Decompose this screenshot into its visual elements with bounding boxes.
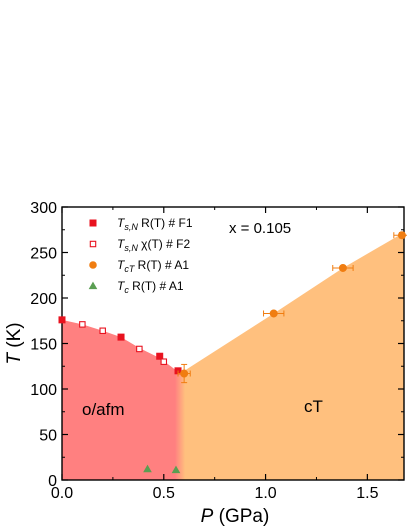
y-axis-title: T (K): [4, 322, 25, 364]
phase-regions: [62, 232, 404, 480]
series-1: [79, 321, 168, 365]
data-point: [79, 321, 86, 328]
x-tick-label: 1.5: [356, 485, 378, 502]
y-axis-title-rest: (K): [4, 322, 25, 353]
legend-subscript: cT: [124, 264, 136, 274]
data-point: [117, 333, 125, 341]
legend-rest: R(T) # A1: [129, 279, 184, 293]
legend-rest: χ(T) # F2: [138, 237, 191, 251]
phase-label-o-afm: o/afm: [82, 400, 125, 419]
data-point: [99, 327, 106, 335]
legend-entry-label: Tc R(T) # A1: [117, 279, 184, 295]
legend-marker: [89, 219, 97, 227]
series-2: [177, 231, 407, 384]
legend-marker: [89, 240, 97, 248]
phase-label-ct: cT: [304, 397, 323, 416]
legend-symbol: T: [117, 216, 126, 230]
data-point: [136, 345, 143, 353]
data-point: [397, 231, 406, 240]
data-point: [180, 369, 189, 378]
y-tick-label: 250: [30, 246, 57, 263]
phase-region-fill: [62, 232, 404, 480]
data-point: [160, 358, 168, 365]
legend-marker: [88, 281, 98, 290]
data-point: [156, 352, 164, 360]
legend-symbol: T: [117, 279, 126, 293]
legend-entry-label: TcT R(T) # A1: [117, 258, 189, 274]
data-marks: [58, 231, 407, 474]
data-point: [58, 316, 66, 324]
x-tick-label: 1.0: [254, 485, 276, 502]
x-axis-title: P (GPa): [201, 506, 270, 527]
y-tick-label: 300: [30, 200, 57, 217]
y-axis-title-symbol: T: [4, 352, 25, 365]
y-tick-label: 50: [39, 428, 57, 445]
data-point: [338, 263, 347, 272]
legend-subscript: c: [124, 285, 129, 295]
x-tick-label: 0.0: [51, 485, 73, 502]
legend-marker: [89, 261, 97, 269]
y-tick-label: 100: [30, 382, 57, 399]
y-tick-label: 0: [48, 473, 57, 490]
x-axis-title-symbol: P: [201, 506, 214, 527]
series-3: [143, 464, 181, 474]
legend-symbol: T: [117, 237, 126, 251]
legend-entry-label: Ts,N R(T) # F1: [117, 216, 193, 232]
legend-subscript: s,N: [124, 243, 138, 253]
legend-entry-label: Ts,N χ(T) # F2: [117, 237, 190, 253]
data-point: [171, 465, 181, 474]
data-point: [143, 464, 152, 473]
x-tick-label: 0.5: [153, 485, 175, 502]
composition-annotation: x = 0.105: [229, 220, 291, 237]
y-tick-label: 150: [30, 337, 57, 354]
data-point: [269, 309, 278, 318]
x-axis-title-rest: (GPa): [213, 506, 269, 527]
legend-rest: R(T) # F1: [138, 216, 193, 230]
legend-rest: R(T) # A1: [134, 258, 189, 272]
axes: 0.0 0.5 1.0 1.5 0 50 100 150 200 250 300 P (GPa) T (…: [4, 200, 405, 527]
legend-subscript: s,N: [124, 222, 138, 232]
legend-symbol: T: [117, 258, 126, 272]
y-tick-label: 200: [30, 291, 57, 308]
